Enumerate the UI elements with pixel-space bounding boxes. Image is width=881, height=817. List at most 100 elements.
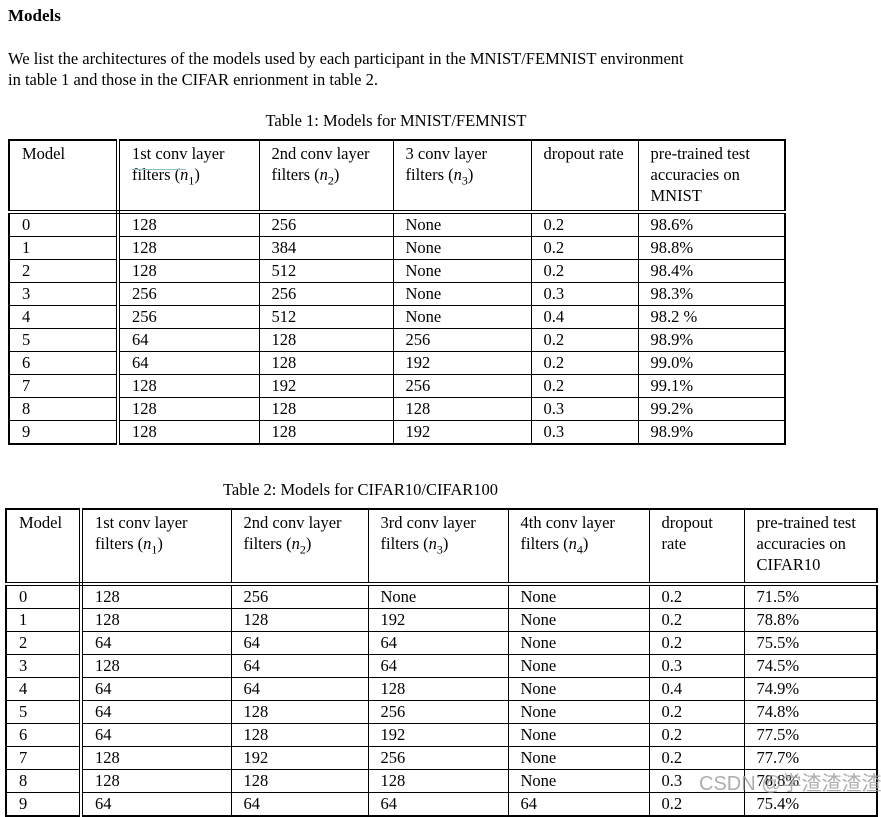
math-var: n: [568, 534, 577, 553]
table1-body: 0 128 256 None 0.2 98.6% 1 128 384 None …: [8, 211, 786, 445]
cell-model-id: 5: [8, 328, 120, 352]
cell-conv4-filters: None: [507, 723, 650, 747]
cell-dropout-rate: 0.2: [648, 631, 745, 655]
cell-model-id: 9: [8, 420, 120, 445]
cell-conv3-filters: 192: [367, 608, 509, 632]
cell-conv3-filters: 192: [367, 723, 509, 747]
cell-conv4-filters: None: [507, 677, 650, 701]
col-header-conv4-filters: 4th conv layer filters (n4): [507, 508, 650, 586]
cell-dropout-rate: 0.2: [530, 211, 639, 237]
cell-model-id: 6: [8, 351, 120, 375]
cell-model-id: 8: [5, 769, 83, 793]
table-row: 4 64 64 128 None 0.4 74.9%: [5, 677, 878, 701]
scan-artifact-underline: [132, 169, 186, 170]
cell-dropout-rate: 0.3: [648, 654, 745, 678]
col-header-dropout-rate: dropout rate: [530, 139, 639, 214]
col-header-model: Model: [8, 139, 120, 214]
cell-dropout-rate: 0.4: [530, 305, 639, 329]
cell-conv2-filters: 128: [230, 769, 369, 793]
col-header-accuracy-cifar10: pre-trained test accuracies on CIFAR10: [743, 508, 878, 586]
cell-conv3-filters: None: [392, 236, 532, 260]
col-label-text: ): [467, 165, 474, 184]
table1-caption: Table 1: Models for MNIST/FEMNIST: [265, 111, 527, 130]
cell-dropout-rate: 0.2: [648, 608, 745, 632]
cell-conv3-filters: None: [367, 583, 509, 609]
cell-conv1-filters: 128: [117, 211, 260, 237]
table-row: 8 128 128 128 0.3 99.2%: [8, 397, 786, 421]
cell-conv4-filters: None: [507, 769, 650, 793]
cell-accuracy: 78.8%: [743, 608, 878, 632]
math-var: n: [453, 165, 462, 184]
cell-conv1-filters: 128: [80, 654, 232, 678]
cell-conv2-filters: 64: [230, 631, 369, 655]
cell-conv2-filters: 64: [230, 677, 369, 701]
col-header-conv1-filters: 1st conv layer filters (n1): [117, 139, 260, 214]
table2-caption: Table 2: Models for CIFAR10/CIFAR100: [223, 480, 499, 499]
cell-dropout-rate: 0.2: [648, 583, 745, 609]
csdn-watermark: CSDN @学渣渣渣渣渣: [699, 773, 881, 795]
math-var: n: [180, 165, 189, 184]
cell-accuracy: 98.8%: [637, 236, 786, 260]
cell-accuracy: 71.5%: [743, 583, 878, 609]
cell-conv4-filters: 64: [507, 792, 650, 817]
col-label-text: ): [333, 165, 340, 184]
cell-conv1-filters: 256: [117, 282, 260, 306]
cell-dropout-rate: 0.2: [530, 236, 639, 260]
cell-conv3-filters: 64: [367, 654, 509, 678]
cell-conv2-filters: 128: [258, 328, 394, 352]
col-label-text: ): [157, 534, 163, 553]
cell-accuracy: 99.0%: [637, 351, 786, 375]
cell-conv1-filters: 128: [117, 420, 260, 445]
cell-conv1-filters: 128: [80, 769, 232, 793]
table-row: 5 64 128 256 None 0.2 74.8%: [5, 700, 878, 724]
cell-model-id: 3: [5, 654, 83, 678]
table1-models-mnist-femnist: Model 1st conv layer filters (n1) 2nd co…: [8, 139, 786, 445]
cell-conv3-filters: None: [392, 211, 532, 237]
table-row: 1 128 384 None 0.2 98.8%: [8, 236, 786, 260]
table-row: 0 128 256 None 0.2 98.6%: [8, 211, 786, 237]
header-row: Model 1st conv layer filters (n1) 2nd co…: [5, 508, 878, 586]
cell-conv2-filters: 256: [230, 583, 369, 609]
cell-conv3-filters: 128: [367, 677, 509, 701]
cell-model-id: 7: [8, 374, 120, 398]
table-row: 2 64 64 64 None 0.2 75.5%: [5, 631, 878, 655]
col-header-accuracy-mnist: pre-trained test accuracies on MNIST: [637, 139, 786, 214]
cell-accuracy: 74.9%: [743, 677, 878, 701]
cell-accuracy: 75.5%: [743, 631, 878, 655]
math-var: n: [428, 534, 437, 553]
cell-model-id: 8: [8, 397, 120, 421]
cell-conv3-filters: 128: [367, 769, 509, 793]
cell-conv1-filters: 64: [80, 677, 232, 701]
col-label-text: 4th conv layer filters (: [520, 513, 615, 553]
cell-model-id: 1: [8, 236, 120, 260]
cell-conv2-filters: 512: [258, 305, 394, 329]
cell-accuracy: 99.1%: [637, 374, 786, 398]
cell-conv3-filters: 256: [367, 746, 509, 770]
cell-accuracy: 98.9%: [637, 420, 786, 445]
col-header-conv2-filters: 2nd conv layer filters (n2): [258, 139, 394, 214]
table-row: 8 128 128 128 None 0.3 78.8%: [5, 769, 878, 793]
math-subscript: 4: [576, 542, 583, 557]
table-row: 5 64 128 256 0.2 98.9%: [8, 328, 786, 352]
table-row: 3 128 64 64 None 0.3 74.5%: [5, 654, 878, 678]
cell-conv2-filters: 64: [230, 792, 369, 817]
cell-conv1-filters: 128: [80, 583, 232, 609]
cell-model-id: 4: [5, 677, 83, 701]
cell-conv2-filters: 128: [258, 420, 394, 445]
intro-line-1: We list the architectures of the models …: [8, 49, 684, 68]
math-var: n: [319, 165, 328, 184]
cell-conv2-filters: 192: [258, 374, 394, 398]
table-row: 6 64 128 192 0.2 99.0%: [8, 351, 786, 375]
cell-conv3-filters: 256: [392, 374, 532, 398]
cell-accuracy: 98.2 %: [637, 305, 786, 329]
cell-accuracy: 98.4%: [637, 259, 786, 283]
cell-conv1-filters: 64: [80, 792, 232, 817]
cell-conv1-filters: 128: [80, 746, 232, 770]
header-row: Model 1st conv layer filters (n1) 2nd co…: [8, 139, 786, 214]
math-var: n: [291, 534, 300, 553]
cell-conv1-filters: 64: [117, 328, 260, 352]
table-row: 3 256 256 None 0.3 98.3%: [8, 282, 786, 306]
cell-accuracy: 98.3%: [637, 282, 786, 306]
col-header-conv2-filters: 2nd conv layer filters (n2): [230, 508, 369, 586]
cell-conv2-filters: 128: [258, 351, 394, 375]
